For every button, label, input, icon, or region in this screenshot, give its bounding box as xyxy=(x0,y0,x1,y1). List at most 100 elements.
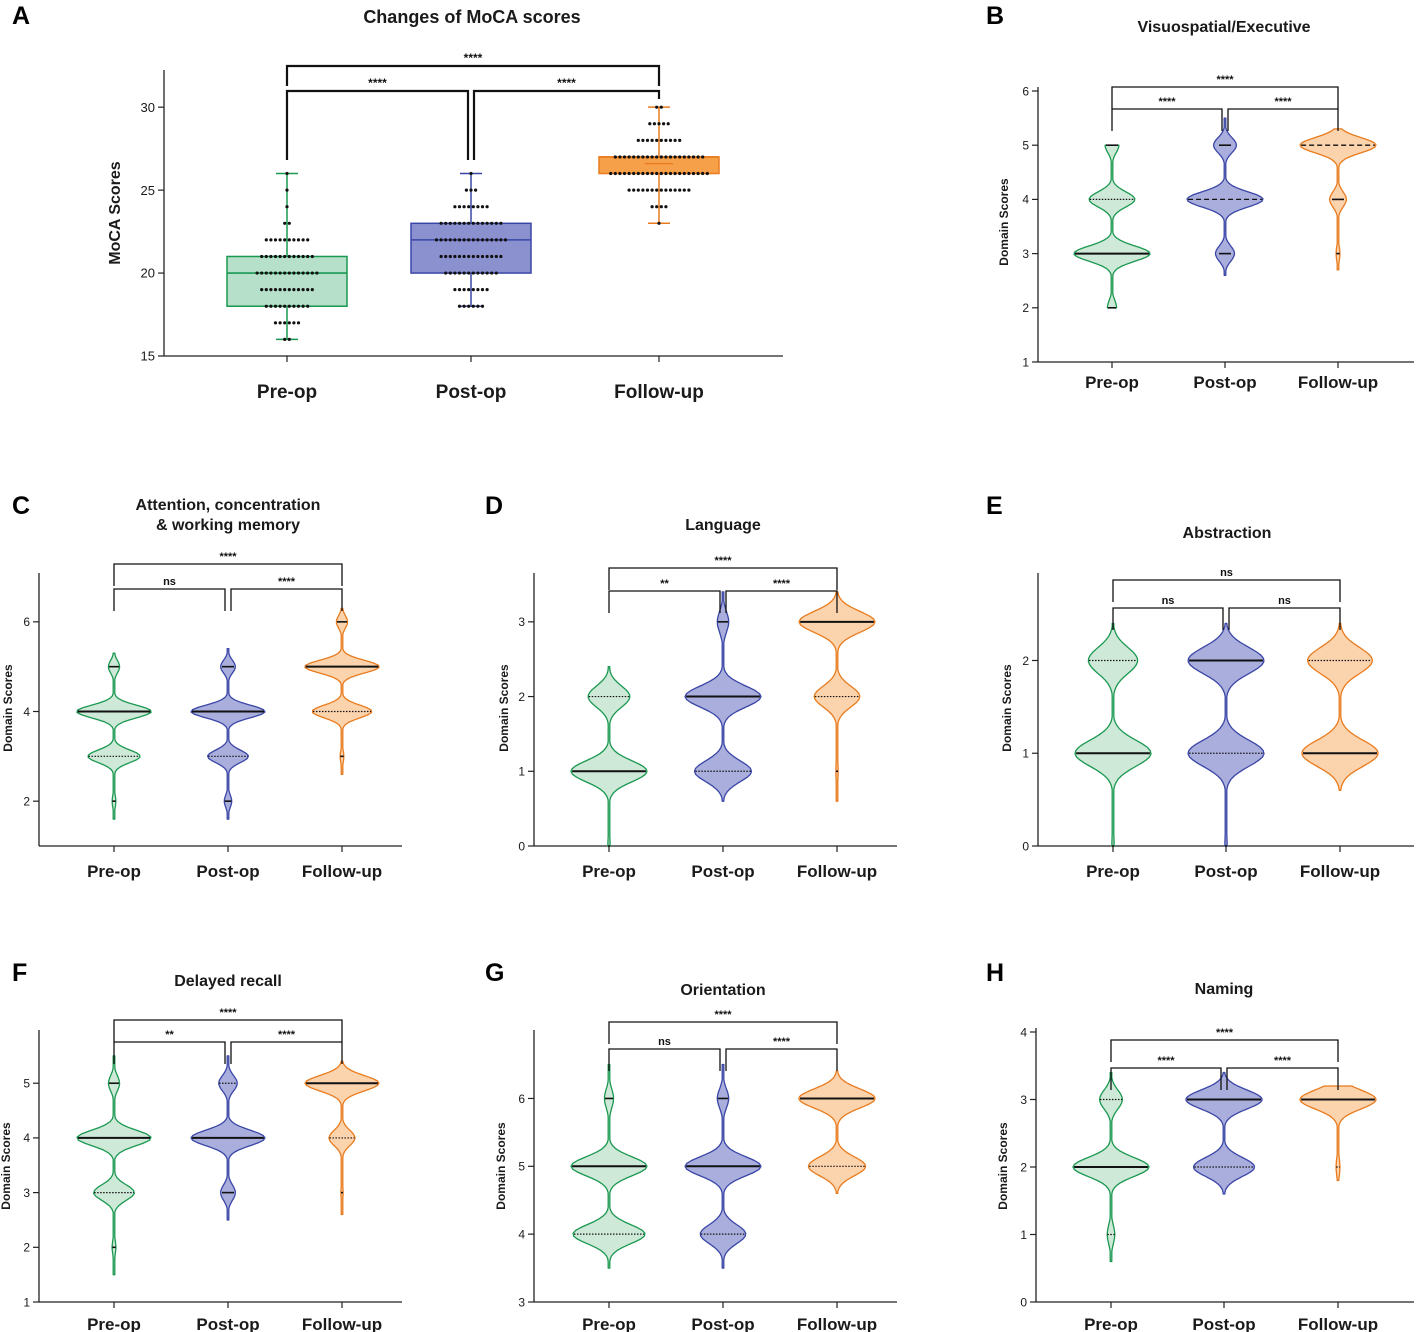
y-tick-label: 6 xyxy=(1022,84,1029,98)
data-point xyxy=(269,304,273,308)
chart-title-line: Orientation xyxy=(680,982,765,999)
violin-post-op xyxy=(684,591,762,802)
bracket-line xyxy=(1228,607,1341,630)
box-iqr xyxy=(226,255,348,307)
y-tick-label: 3 xyxy=(518,1295,525,1309)
panel-letter: A xyxy=(12,2,30,30)
panel-letter: D xyxy=(485,492,503,520)
data-point xyxy=(296,238,301,242)
data-point xyxy=(701,171,705,176)
data-point xyxy=(609,171,613,176)
x-category-label-follow-up: Follow-up xyxy=(614,382,704,403)
box-iqr xyxy=(410,222,532,274)
x-category-label-post-op: Post-op xyxy=(196,1315,259,1332)
data-point xyxy=(657,221,661,225)
y-axis-label: Domain Scores xyxy=(494,1122,508,1210)
data-point xyxy=(448,271,452,275)
data-point xyxy=(444,238,448,242)
data-point xyxy=(655,105,659,109)
y-axis-label: Domain Scores xyxy=(997,178,1011,266)
data-point xyxy=(668,138,673,142)
data-point xyxy=(655,205,659,209)
data-point xyxy=(668,188,673,192)
data-point xyxy=(636,155,640,159)
data-point xyxy=(439,254,443,259)
data-point xyxy=(457,238,462,242)
box-post-op xyxy=(410,171,532,308)
violin-follow-up xyxy=(1301,622,1379,791)
y-axis-label: Domain Scores xyxy=(1000,664,1014,752)
data-point xyxy=(264,238,268,242)
x-category-label-post-op: Post-op xyxy=(691,1315,754,1332)
violin-body xyxy=(1187,622,1265,847)
data-point xyxy=(485,205,489,209)
y-tick-label: 3 xyxy=(1022,247,1029,261)
data-point xyxy=(655,138,659,142)
y-tick-label: 5 xyxy=(518,1160,525,1174)
data-point xyxy=(645,138,650,142)
y-tick-label: 1 xyxy=(1022,355,1029,369)
data-point xyxy=(287,271,291,275)
data-point xyxy=(273,254,278,259)
data-point xyxy=(682,155,686,159)
significance-label: ** xyxy=(165,1029,174,1041)
data-point xyxy=(462,288,466,292)
x-category-label-pre-op: Pre-op xyxy=(1086,862,1140,881)
significance-label: **** xyxy=(557,76,576,90)
x-category-label-pre-op: Pre-op xyxy=(87,862,141,881)
violin-pre-op xyxy=(1074,622,1152,847)
data-point xyxy=(499,221,503,225)
y-tick-label: 5 xyxy=(1022,139,1029,153)
panel-g: G Orientation Domain Scores 3 4 5 6 Pre-op Post-… xyxy=(485,959,897,1332)
data-point xyxy=(641,188,645,192)
data-point xyxy=(636,138,640,142)
data-point xyxy=(691,171,696,176)
data-point xyxy=(471,205,475,209)
violin-body xyxy=(1186,117,1264,276)
data-point xyxy=(255,271,259,275)
data-point xyxy=(657,122,661,126)
data-point xyxy=(310,271,314,275)
y-axis-label: Domain Scores xyxy=(0,1122,13,1210)
data-point xyxy=(480,271,485,275)
data-point xyxy=(283,271,287,275)
data-point xyxy=(278,321,282,325)
violin-body xyxy=(570,666,648,847)
data-point xyxy=(476,254,480,259)
data-point xyxy=(292,304,296,308)
violin-follow-up xyxy=(798,1070,876,1195)
chart-title: Abstraction xyxy=(1183,525,1272,542)
data-point xyxy=(490,254,494,259)
panel-letter: F xyxy=(12,959,27,987)
chart-title: Changes of MoCA scores xyxy=(363,7,580,27)
x-category-label-follow-up: Follow-up xyxy=(797,1315,877,1332)
bracket-line xyxy=(1112,607,1224,630)
y-tick-label: 0 xyxy=(518,839,525,853)
y-tick-label: 3 xyxy=(1020,1093,1027,1107)
violin-pre-op xyxy=(76,652,152,820)
panel-c: C Attention, concentration & working memor… xyxy=(1,492,402,881)
data-point xyxy=(278,238,282,242)
data-point xyxy=(283,304,287,308)
data-point xyxy=(462,221,466,225)
data-point xyxy=(474,188,478,192)
data-point xyxy=(287,337,291,342)
bracket-line xyxy=(472,89,661,160)
data-point xyxy=(664,171,668,176)
data-point xyxy=(664,155,668,159)
x-category-label-follow-up: Follow-up xyxy=(797,862,877,881)
violin-post-op xyxy=(190,1055,266,1221)
data-point xyxy=(260,271,264,275)
data-point xyxy=(476,238,480,242)
data-point xyxy=(269,238,273,242)
bracket-line xyxy=(1111,86,1339,109)
data-point xyxy=(283,321,287,325)
data-point xyxy=(641,171,645,176)
violin-follow-up xyxy=(304,607,380,775)
data-point xyxy=(296,254,301,259)
data-point xyxy=(444,221,448,225)
significance-label: **** xyxy=(464,51,483,65)
data-point xyxy=(678,171,682,176)
data-point xyxy=(467,271,471,275)
significance-brackets: ** ******** xyxy=(113,1007,343,1064)
